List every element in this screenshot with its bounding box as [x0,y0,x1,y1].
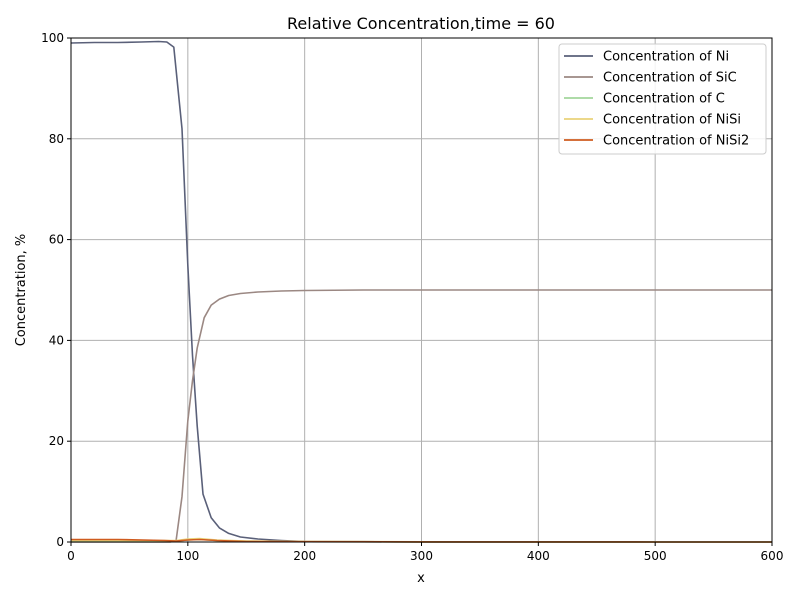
legend-label: Concentration of NiSi [603,113,741,128]
legend-box [558,43,767,155]
legend: Concentration of Ni Concentration of SiC C… [558,43,767,155]
x-tick-label: 300 [410,549,433,563]
y-tick-label: 100 [41,31,64,45]
x-tick-label: 600 [761,549,784,563]
y-tick-label: 40 [49,333,64,347]
x-tick-label: 200 [293,549,316,563]
y-axis-label: Concentration, % [14,234,29,347]
x-axis-label: x [417,571,425,586]
x-tick-label: 0 [67,549,75,563]
series-line-concentration-of-sic [71,289,772,543]
axis-ticks: 0 100 200 300 400 500 600 0 20 40 60 80 100 [41,31,783,563]
chart-title: Relative Concentration,time = 60 [287,14,555,33]
x-tick-label: 500 [644,549,667,563]
x-tick-label: 100 [176,549,199,563]
legend-label: Concentration of Ni [603,50,729,65]
legend-label: Concentration of NiSi2 [603,134,749,149]
x-tick-label: 400 [527,549,550,563]
y-tick-label: 20 [49,434,64,448]
y-tick-label: 80 [49,132,64,146]
legend-label: Concentration of C [603,92,725,107]
legend-label: Concentration of SiC [603,71,737,86]
y-tick-label: 0 [56,535,64,549]
y-tick-label: 60 [49,233,64,247]
